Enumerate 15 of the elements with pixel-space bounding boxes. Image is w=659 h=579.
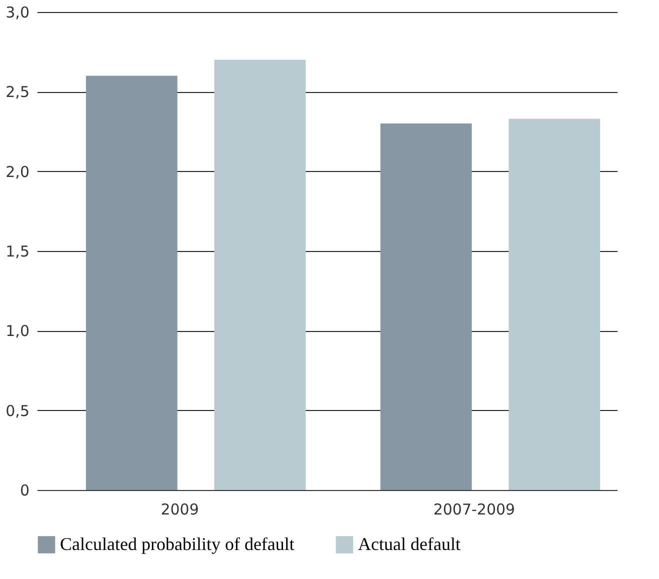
y-tick-label: 1,0 [6,322,30,340]
x-tick-label: 2007-2009 [433,500,516,518]
x-tick-label: 2009 [160,500,199,518]
y-tick-label: 3,0 [6,4,30,22]
y-tick-label: 2,0 [6,162,30,181]
bar [86,76,178,490]
legend-label: Actual default [358,534,460,554]
y-tick-label: 2,5 [6,83,30,102]
bar [508,118,600,490]
bar [214,60,306,490]
y-tick-label: 1,5 [6,242,30,260]
legend-label: Calculated probability of default [60,534,294,554]
bar [380,124,472,490]
y-tick-label: 0,5 [6,402,30,420]
y-tick-label: 0 [20,482,30,500]
